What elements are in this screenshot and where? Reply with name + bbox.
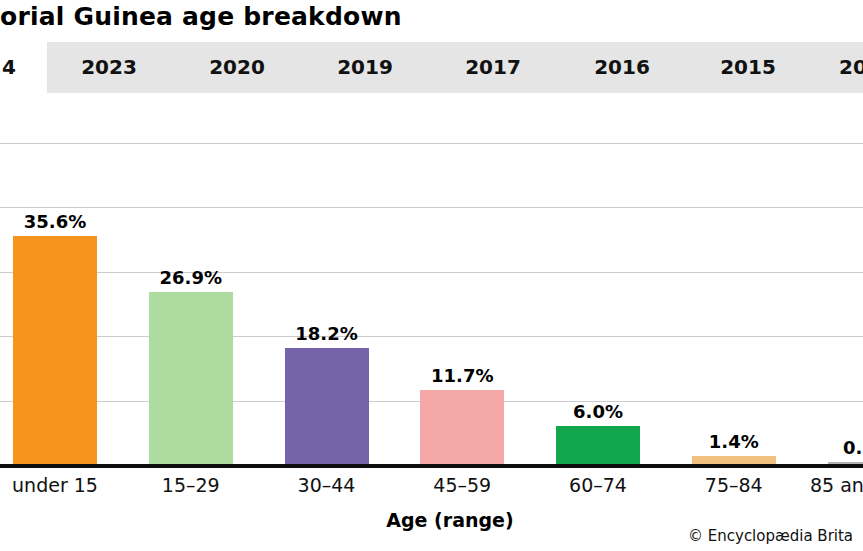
bar-30-44[interactable]: [285, 348, 369, 465]
tab-2023[interactable]: 2023: [81, 42, 137, 93]
gridline-20pct: [0, 336, 863, 337]
bar-value-label-under-15: 35.6%: [0, 211, 125, 232]
year-tabbar: 4 2023 2020 2019 2017 2016 2015 20: [0, 42, 863, 93]
gridline-50pct: [0, 143, 863, 144]
x-axis-line: [0, 464, 863, 468]
bar-value-label-45-59: 11.7%: [392, 365, 532, 386]
copyright-text: © Encyclopædia Brita: [688, 527, 853, 545]
bar-value-label-75-84: 1.4%: [664, 431, 804, 452]
gridline-40pct: [0, 207, 863, 208]
bar-45-59[interactable]: [420, 390, 504, 465]
bar-value-label-60-74: 6.0%: [528, 401, 668, 422]
tab-2015[interactable]: 2015: [720, 42, 776, 93]
bar-value-label-85-an: 0.: [843, 437, 862, 458]
tab-4-selected[interactable]: 4: [2, 42, 16, 93]
chart-widget: orial Guinea age breakdown 4 2023 2020 2019…: [0, 0, 863, 551]
bar-value-label-30-44: 18.2%: [257, 323, 397, 344]
tab-20[interactable]: 20: [839, 42, 863, 93]
bar-60-74[interactable]: [556, 426, 640, 465]
bar-15-29[interactable]: [149, 292, 233, 465]
page-title: orial Guinea age breakdown: [0, 2, 402, 31]
x-tick-label-75-84: 75–84: [654, 474, 814, 496]
x-tick-label-85-an: 85 an: [810, 474, 863, 496]
tab-2017[interactable]: 2017: [465, 42, 521, 93]
tab-2019[interactable]: 2019: [337, 42, 393, 93]
tab-2020[interactable]: 2020: [209, 42, 265, 93]
x-axis-title: Age (range): [386, 509, 513, 531]
tab-2016[interactable]: 2016: [594, 42, 650, 93]
bar-under-15[interactable]: [13, 236, 97, 465]
bar-value-label-15-29: 26.9%: [121, 267, 261, 288]
